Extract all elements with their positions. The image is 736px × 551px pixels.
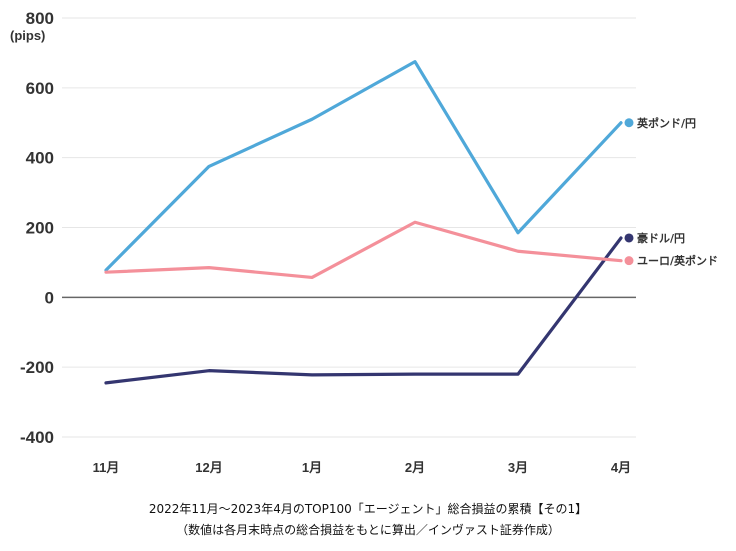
x-tick-label: 2月	[405, 460, 425, 475]
chart-caption-title: 2022年11月〜2023年4月のTOP100「エージェント」総合損益の累積【そ…	[148, 502, 588, 516]
legend-marker-1	[624, 233, 634, 243]
legend-label-1: 豪ドル/円	[637, 231, 685, 245]
x-axis-ticks: 11月 12月 1月 2月 3月 4月	[93, 460, 631, 475]
series-line-0	[104, 60, 623, 272]
legend-label-2: ユーロ/英ポンド	[637, 254, 718, 268]
y-tick-label: 200	[26, 219, 54, 238]
y-tick-label: 0	[45, 288, 54, 307]
x-tick-label: 3月	[508, 460, 528, 475]
x-tick-label: 1月	[302, 460, 322, 475]
y-axis-unit: (pips)	[10, 28, 45, 43]
series-lines	[104, 60, 623, 385]
chart-caption-note: （数値は各月末時点の総合損益をもとに算出／インヴァスト証券作成）	[176, 523, 560, 537]
y-tick-label: 400	[26, 149, 54, 168]
y-axis-ticks: 800 600 400 200 0 -200 -400	[20, 9, 54, 447]
x-tick-label: 4月	[611, 460, 631, 475]
x-tick-label: 12月	[195, 460, 222, 475]
x-tick-label: 11月	[93, 460, 120, 475]
y-tick-label: 800	[26, 9, 54, 28]
y-tick-label: 600	[26, 79, 54, 98]
series-line-1	[104, 236, 623, 385]
series-line-2	[104, 220, 623, 280]
y-tick-label: -400	[20, 428, 54, 447]
legend-marker-2	[624, 256, 634, 266]
grid-lines	[62, 17, 636, 438]
y-tick-label: -200	[20, 358, 54, 377]
legend-marker-0	[624, 118, 634, 128]
legend-label-0: 英ポンド/円	[636, 116, 696, 130]
